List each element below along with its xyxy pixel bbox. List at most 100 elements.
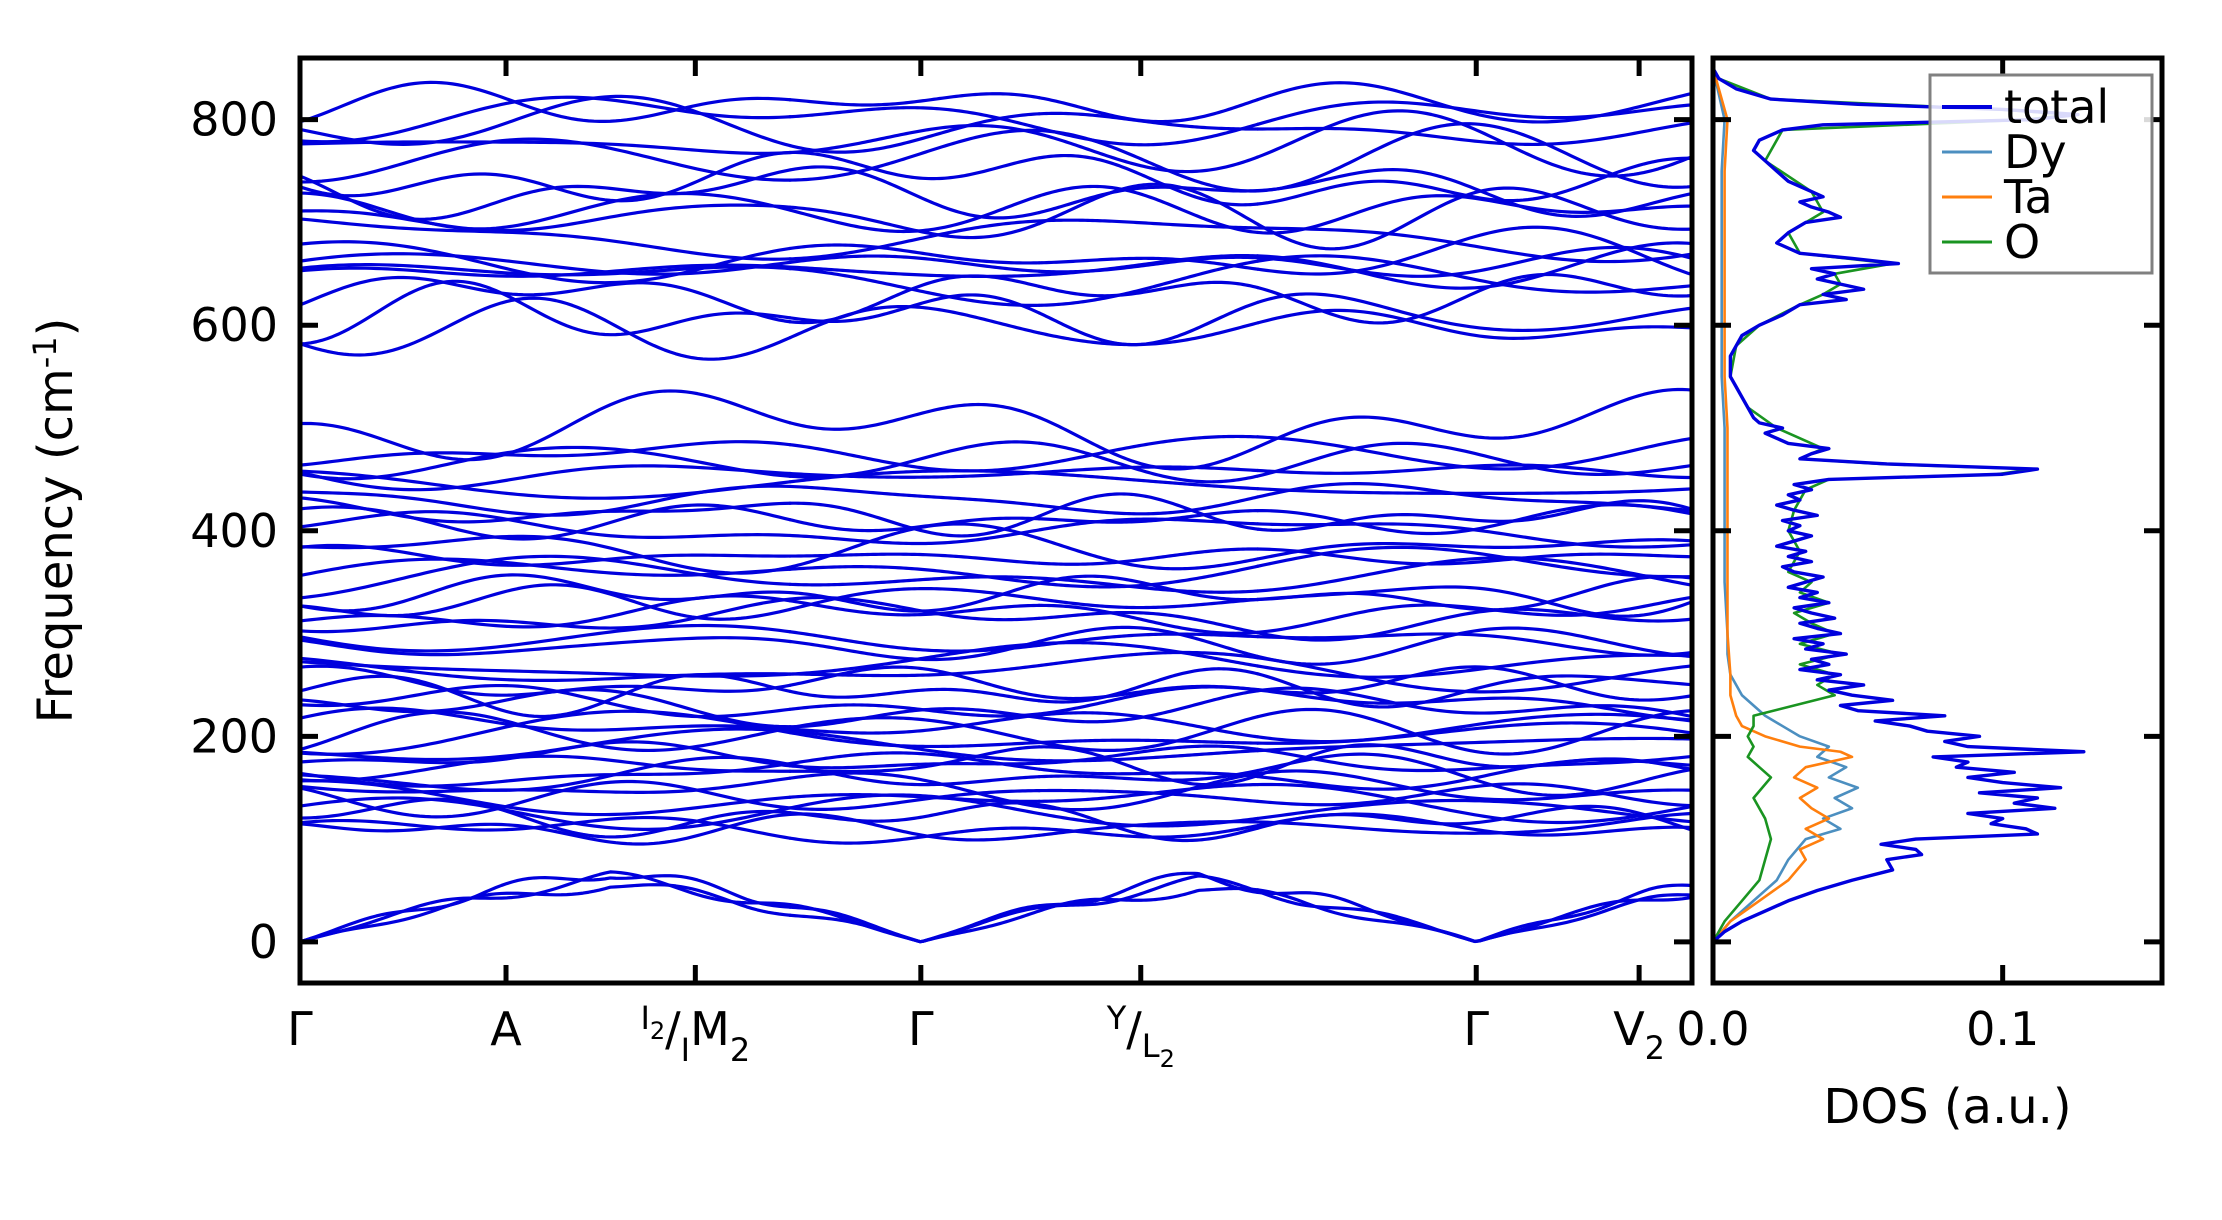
band-line [298, 275, 792, 324]
band-line [788, 205, 1041, 240]
x-tick-label-text: Y/L2 [1106, 999, 1175, 1073]
band-line [788, 123, 1041, 155]
band-line [298, 710, 792, 753]
band-line [1256, 782, 1694, 808]
band-line [298, 870, 792, 944]
x-tick-label-text: V2 [1613, 1002, 1665, 1067]
band-line [1256, 186, 1694, 251]
band-line [1256, 226, 1694, 264]
band-line [1037, 597, 1260, 610]
band-line [788, 630, 1041, 653]
band-line [1037, 711, 1260, 739]
band-line [298, 688, 792, 729]
band-line [788, 402, 1041, 431]
band-line [298, 240, 792, 285]
band-line [1256, 156, 1694, 206]
band-line [1256, 487, 1694, 495]
band-line [788, 703, 1041, 718]
band-line [1037, 603, 1260, 635]
band-line [1256, 522, 1694, 549]
band-line [788, 762, 1041, 787]
band-line [298, 191, 792, 231]
band-line [1256, 499, 1694, 532]
band-line [788, 150, 1041, 181]
band-line [1256, 626, 1694, 666]
band-line [788, 440, 1041, 479]
band-line [788, 194, 1041, 234]
band-line [298, 874, 792, 944]
band-line [788, 106, 1041, 130]
band-line [1256, 656, 1694, 694]
band-line [1256, 308, 1694, 340]
band-line [788, 165, 1041, 220]
band-line [1037, 689, 1260, 724]
legend-label-dy: Dy [2004, 125, 2067, 179]
band-line [1256, 712, 1694, 744]
band-line [788, 443, 1041, 473]
band-line [1256, 441, 1694, 478]
band-line [1256, 747, 1694, 773]
band-line [298, 510, 792, 539]
band-line [788, 501, 1041, 538]
band-line [1256, 272, 1694, 325]
band-line [298, 583, 792, 621]
band-line [1037, 185, 1260, 215]
y-tick-label: 800 [190, 93, 278, 147]
band-line [1037, 255, 1260, 274]
band-line [298, 296, 792, 361]
band-line [1256, 292, 1694, 333]
band-line [1037, 650, 1260, 668]
band-line [298, 440, 792, 467]
band-curves [298, 80, 1694, 944]
dos-x-tick-label: 0.0 [1676, 1002, 1749, 1056]
band-line [298, 557, 792, 578]
band-line [788, 687, 1041, 703]
band-line [1037, 321, 1260, 347]
band-line [1037, 132, 1260, 174]
band-line [298, 464, 792, 492]
x-tick-label-text: Γ [1463, 1002, 1489, 1056]
band-line [298, 95, 792, 144]
band-line [1037, 184, 1260, 235]
band-line [788, 812, 1041, 842]
band-line [298, 389, 792, 462]
x-tick-label: Γ [287, 1002, 313, 1056]
band-line [1037, 96, 1260, 124]
dos-axes-frame [1710, 55, 2165, 986]
band-line [1037, 495, 1260, 516]
dos-x-axis-ticks: 0.0 0.1 [1676, 58, 2039, 1056]
band-line [298, 594, 792, 629]
band-line [1037, 667, 1260, 704]
band-line [1037, 415, 1260, 471]
band-line [1256, 811, 1694, 835]
band-line [1256, 225, 1694, 277]
band-line [298, 279, 792, 346]
band-line [1256, 883, 1694, 943]
band-line [1037, 576, 1260, 594]
band-line [298, 94, 792, 148]
band-line [298, 623, 792, 653]
band-line [1037, 536, 1260, 571]
band-line [1037, 738, 1260, 745]
band-line [788, 904, 1041, 944]
band-line [1037, 434, 1260, 467]
band-line [1037, 564, 1260, 589]
band-line [298, 755, 792, 792]
band-line [1256, 798, 1694, 824]
band-line [1037, 811, 1260, 828]
dos-x-tick-label: 0.1 [1966, 1002, 2039, 1056]
x-tick-label: A [490, 1002, 522, 1056]
band-line [788, 265, 1041, 279]
band-line [1037, 610, 1260, 635]
band-line [298, 80, 792, 124]
band-line [298, 203, 792, 233]
band-line [788, 528, 1041, 546]
x-tick-label-text: A [490, 1002, 522, 1056]
band-line [1256, 707, 1694, 756]
band-line [788, 789, 1041, 811]
legend-label-ta: Ta [2003, 170, 2053, 224]
band-line [1256, 672, 1694, 709]
dos-x-axis-title: DOS (a.u.) [1823, 1079, 2071, 1135]
